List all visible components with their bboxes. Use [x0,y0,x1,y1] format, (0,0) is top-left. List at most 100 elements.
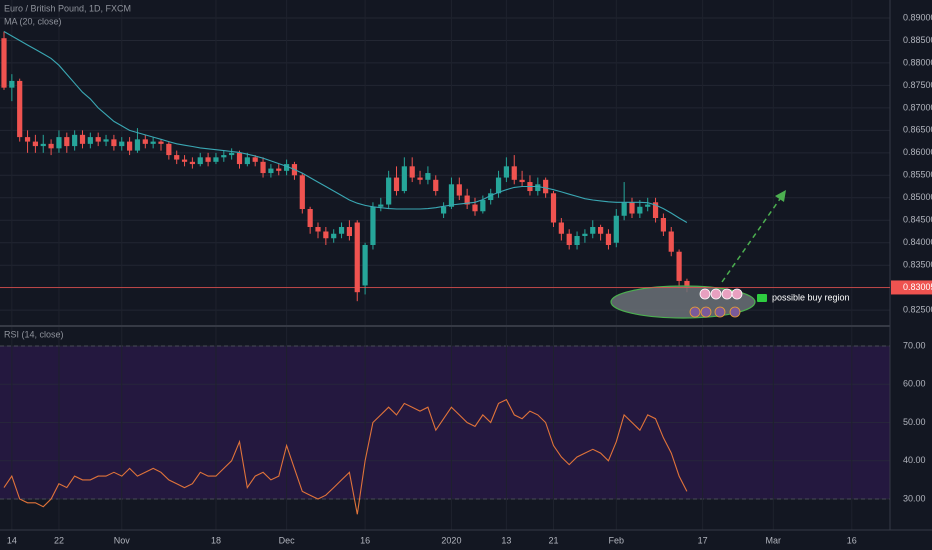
candle-body [488,193,494,201]
candle-body [252,157,258,162]
x-tick-label: 13 [501,535,511,545]
candle-body [197,157,203,165]
marker [721,288,733,300]
candle-body [370,206,376,245]
candle-body [244,157,250,165]
candle-body [79,134,86,144]
y2-tick-label: 40.00 [903,455,926,465]
candle-body [268,168,274,174]
annotation-icon [757,294,767,302]
candle-body [645,204,651,207]
candle-body [315,227,321,232]
candle-body [354,222,360,293]
candle-body [17,80,23,138]
candle-body [464,195,470,205]
arrow-head [775,190,786,202]
x-tick-label: 17 [698,535,708,545]
x-tick-label: 22 [54,535,64,545]
candle-body [284,164,290,171]
candle-body [174,155,180,160]
x-tick-label: Dec [279,535,296,545]
candle-body [32,141,38,147]
y2-tick-label: 30.00 [903,493,926,503]
y-tick-label: 0.89000 [903,12,932,22]
candle-body [550,193,557,223]
candle-body [166,143,172,156]
candle-body [24,137,31,142]
candle-body [393,177,400,192]
candle-body [613,215,619,243]
candle-body [9,80,15,88]
candle-body [386,177,392,205]
last-price-label: 0.83005 [903,282,932,292]
candle-body [103,139,109,142]
emoji-markers [689,288,743,318]
candle-body [158,141,164,144]
marker [714,306,726,318]
candle-body [558,222,564,234]
candle-body [472,204,478,212]
y2-tick-label: 60.00 [903,379,926,389]
x-tick-label: 21 [548,535,558,545]
candle-body [1,38,7,88]
x-tick-label: Mar [766,535,782,545]
candle-body [338,227,345,234]
candle-body [150,141,156,144]
candle-body [307,209,313,228]
candle-body [660,218,666,232]
candle-body [425,173,431,180]
annotation-text: possible buy region [772,292,850,302]
candle-body [299,175,305,210]
marker [699,288,711,300]
marker [700,306,712,318]
grid [0,0,890,530]
y2-tick-label: 70.00 [903,340,926,350]
candle-body [574,235,580,245]
y2-tick-label: 50.00 [903,417,926,427]
candle-body [417,177,423,180]
candle-body [401,166,407,192]
candle-body [629,202,635,214]
candle-body [229,152,235,156]
x-tick-label: 2020 [441,535,461,545]
candle-body [684,280,690,288]
marker [731,288,743,300]
candle-body [362,244,368,286]
candle-body [605,233,612,245]
marker [710,288,722,300]
x-tick-label: 14 [7,535,17,545]
candle-body [142,139,148,144]
candle-body [590,227,596,234]
candle-body [409,166,415,178]
candle-body [456,184,462,196]
candle-body [189,161,195,165]
candle-body [221,155,227,158]
x-tick-label: 18 [211,535,221,545]
candle-body [87,137,93,144]
candle-body [72,134,78,147]
candle-body [127,141,133,151]
x-tick-label: Nov [114,535,131,545]
candle-body [668,231,674,252]
marker [689,306,701,318]
candle-body [566,233,572,245]
candle-body [598,227,604,234]
candle-body [535,184,541,192]
rsi-label: RSI (14, close) [4,329,64,339]
candle-body [652,202,659,219]
candle-body [519,179,525,183]
candle-body [276,168,282,171]
ma-line [3,31,688,223]
